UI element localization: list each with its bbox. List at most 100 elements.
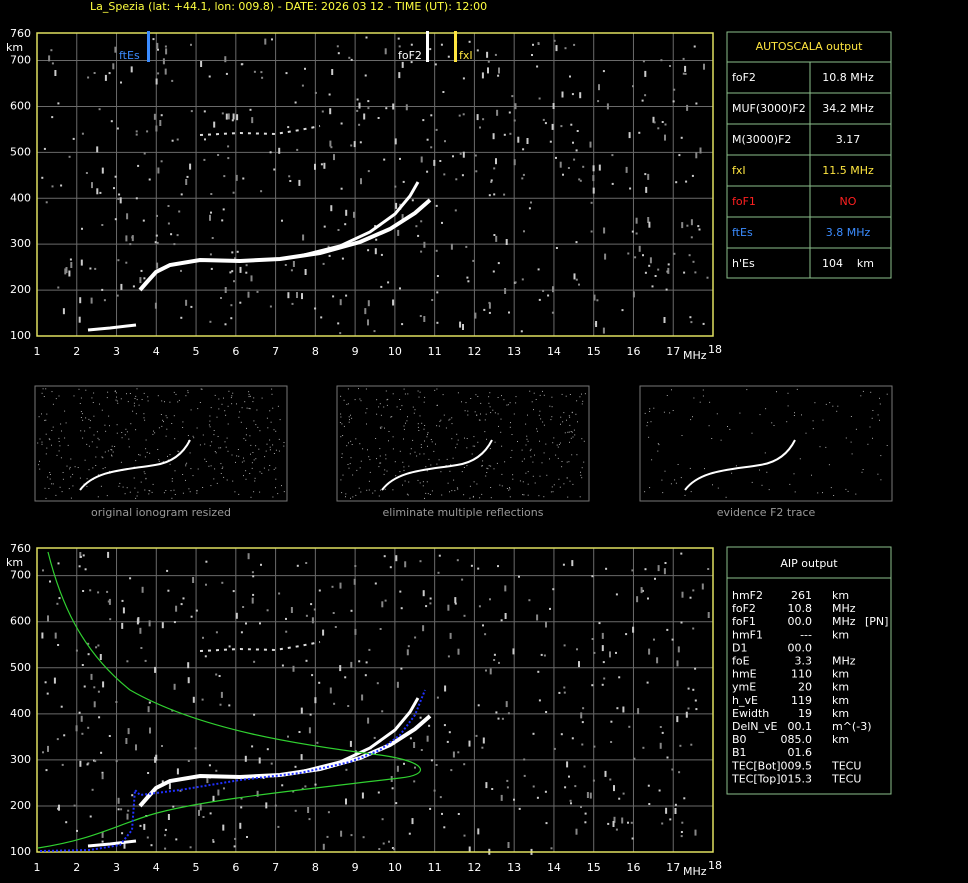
x-tick-label: 12 [467, 345, 481, 358]
noise-dot [392, 489, 394, 491]
noise-dot [411, 199, 414, 202]
noise-dot [147, 772, 150, 774]
noise-dot [215, 452, 217, 454]
noise-dot [175, 605, 178, 612]
noise-dot [378, 406, 380, 408]
noise-dot [154, 666, 157, 673]
noise-dot [169, 463, 171, 465]
noise-dot [563, 644, 566, 647]
noise-dot [57, 562, 60, 565]
noise-dot [135, 497, 137, 499]
noise-dot [87, 726, 90, 729]
noise-dot [192, 577, 195, 583]
noise-dot [78, 316, 81, 323]
y-tick-label: 600 [10, 99, 31, 112]
noise-dot [622, 792, 625, 795]
noise-dot [245, 439, 247, 441]
noise-dot [237, 449, 239, 450]
noise-dot [490, 179, 493, 182]
noise-dot [343, 399, 345, 401]
noise-dot [42, 751, 44, 754]
noise-dot [475, 394, 477, 396]
noise-dot [862, 390, 864, 392]
noise-dot [523, 230, 525, 233]
noise-dot [261, 76, 264, 79]
noise-dot [695, 102, 698, 105]
noise-dot [555, 247, 558, 249]
noise-dot [186, 175, 189, 178]
noise-dot [475, 734, 478, 737]
noise-dot [613, 785, 615, 792]
noise-dot [657, 127, 660, 130]
faint-echo [199, 125, 321, 136]
noise-dot [205, 560, 208, 563]
noise-dot [426, 735, 429, 742]
noise-dot [132, 410, 134, 412]
noise-dot [143, 277, 146, 280]
noise-dot [522, 494, 524, 496]
noise-dot [412, 439, 414, 441]
noise-dot [631, 837, 634, 840]
noise-dot [435, 128, 438, 131]
noise-dot [110, 449, 112, 450]
noise-dot [260, 563, 262, 566]
thumbnail-frame [336, 385, 590, 502]
y-tick-label: 400 [10, 707, 31, 720]
noise-dot [560, 416, 562, 418]
noise-dot [180, 269, 182, 272]
noise-dot [251, 462, 253, 464]
noise-dot [659, 726, 662, 728]
noise-dot [399, 409, 401, 410]
noise-dot [520, 330, 523, 333]
noise-dot [495, 158, 497, 165]
noise-dot [249, 408, 251, 410]
noise-dot [468, 846, 471, 853]
noise-dot [340, 187, 343, 190]
noise-dot [182, 474, 184, 475]
noise-dot [287, 292, 290, 299]
noise-dot [173, 243, 176, 246]
noise-dot [423, 316, 426, 322]
noise-dot [542, 421, 544, 423]
noise-dot [213, 430, 215, 431]
aip-cell: TEC[Bot] [731, 759, 781, 772]
noise-dot [239, 266, 242, 273]
noise-dot [530, 448, 532, 450]
noise-dot [59, 445, 61, 447]
noise-dot [376, 682, 379, 685]
noise-dot [246, 427, 247, 429]
noise-dot [101, 831, 104, 838]
noise-dot [543, 496, 545, 498]
noise-dot [425, 492, 427, 494]
noise-dot [213, 478, 215, 480]
noise-dot [374, 490, 376, 492]
noise-dot [208, 75, 211, 78]
noise-dot [568, 415, 570, 417]
noise-dot [135, 460, 137, 462]
noise-dot [98, 716, 101, 719]
y-tick-label: 500 [10, 661, 31, 674]
noise-dot [120, 283, 123, 290]
x-tick-label: 13 [507, 345, 521, 358]
noise-dot [611, 154, 614, 157]
noise-dot [77, 467, 79, 468]
noise-dot [157, 48, 159, 51]
noise-dot [231, 403, 233, 405]
noise-dot [463, 834, 466, 837]
noise-dot [352, 474, 354, 476]
noise-dot [97, 474, 99, 476]
noise-dot [61, 430, 62, 432]
noise-dot [147, 396, 149, 398]
noise-dot [129, 491, 131, 493]
noise-dot [177, 450, 179, 452]
noise-dot [167, 455, 168, 457]
noise-dot [139, 824, 142, 827]
noise-dot [410, 43, 413, 46]
thumb-trace [381, 439, 493, 491]
noise-dot [862, 469, 864, 470]
noise-dot [665, 288, 668, 291]
noise-dot [564, 432, 566, 434]
noise-dot [578, 661, 580, 668]
noise-dot [358, 388, 359, 390]
noise-dot [60, 705, 63, 708]
